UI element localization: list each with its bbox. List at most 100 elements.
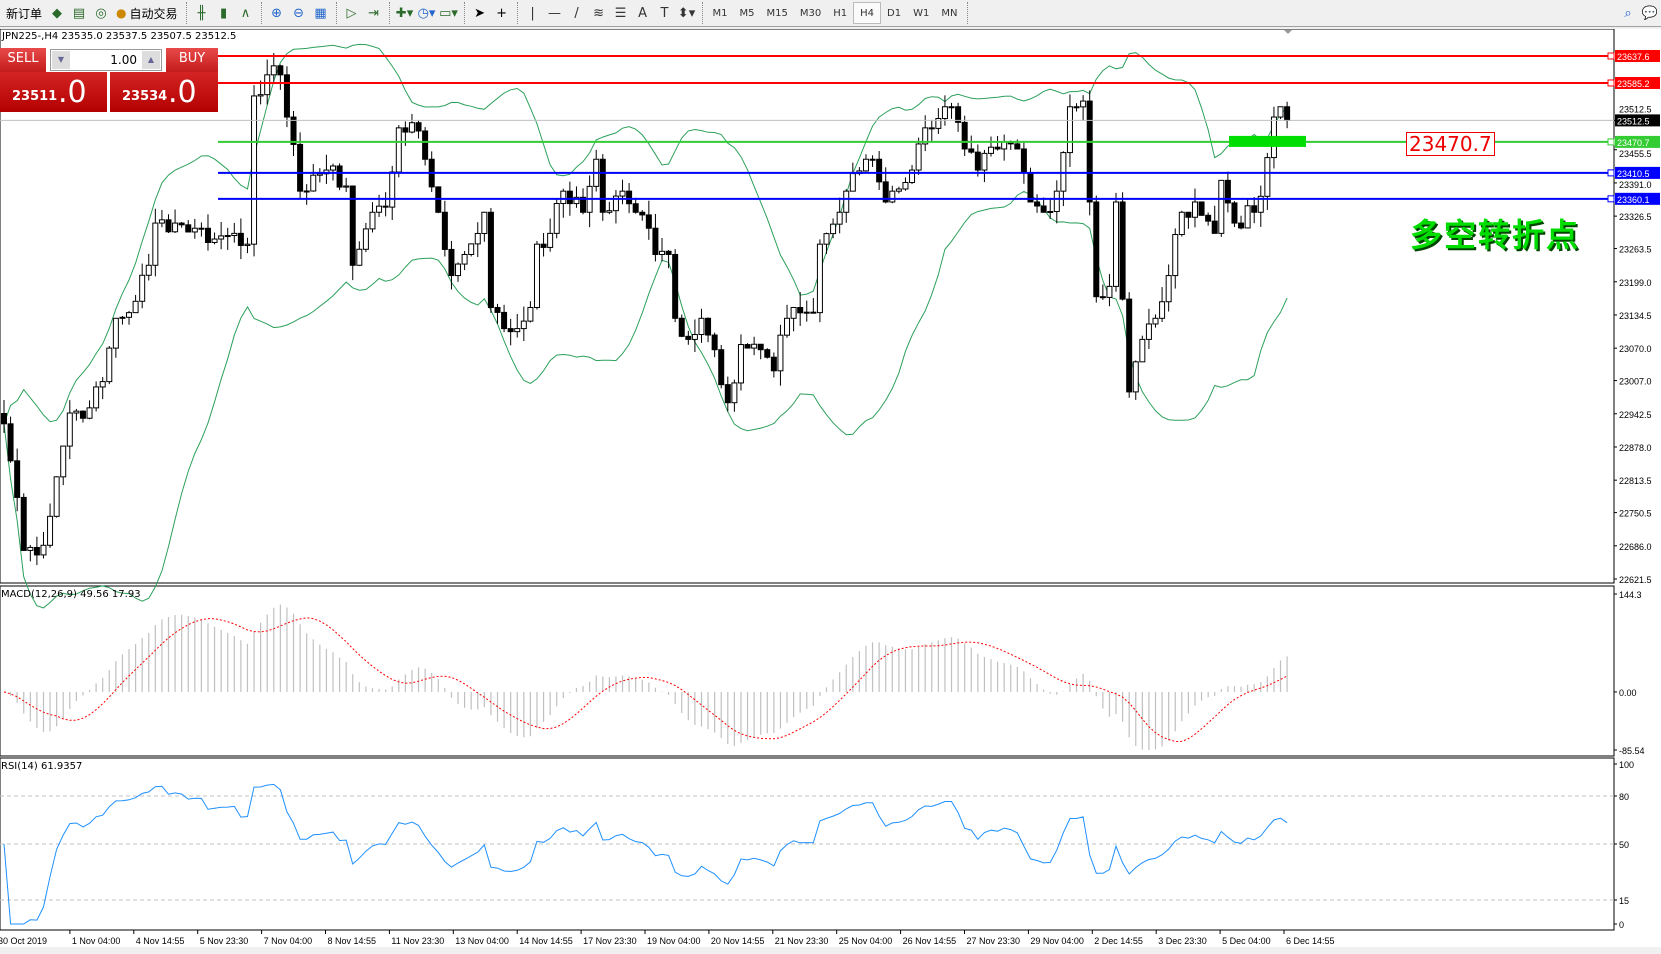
bear-candle	[1093, 201, 1100, 298]
timeframe-m1[interactable]: M1	[712, 7, 728, 19]
bull-candle	[803, 311, 810, 314]
bull-candle	[902, 182, 909, 190]
separator	[185, 2, 187, 24]
arrows-icon[interactable]: ⬍▾	[677, 5, 696, 21]
price-tag-bg	[1615, 135, 1660, 148]
indicators-icon[interactable]: ✚▾	[395, 5, 414, 21]
search-icon[interactable]: ⌕	[1624, 5, 1632, 21]
bear-candle	[1231, 202, 1238, 224]
bear-candle	[507, 328, 514, 333]
volume-input[interactable]: 1.00	[110, 53, 137, 67]
candlestick-icon[interactable]: ▮	[219, 5, 228, 21]
price-axis-label: 23326.5	[1619, 212, 1652, 222]
bear-candle	[1224, 179, 1231, 204]
tile-windows-icon[interactable]: ▦	[314, 5, 327, 21]
bar-chart-icon[interactable]: ╫	[197, 5, 206, 21]
bear-candle	[7, 423, 14, 462]
periods-icon[interactable]: ◷▾	[417, 5, 436, 21]
text-icon[interactable]: A	[638, 5, 647, 21]
bear-candle	[1251, 205, 1258, 213]
text-label-icon[interactable]: T	[660, 5, 669, 21]
buy-button[interactable]: BUY	[166, 48, 218, 72]
bull-candle	[1047, 211, 1054, 214]
price-tag-bg	[1615, 50, 1660, 62]
bull-candle	[514, 328, 521, 333]
separator	[388, 2, 390, 24]
bull-candle	[691, 334, 698, 340]
bull-candle	[27, 546, 34, 551]
time-axis-label: 6 Dec 14:55	[1286, 936, 1335, 946]
bull-candle	[1277, 106, 1284, 118]
price-tag-bg	[1615, 192, 1660, 205]
chart-window[interactable]: 23512.5 23455.5 23391.0 23326.5 23263.5 23199…	[0, 28, 1661, 947]
chart-shift-icon[interactable]: ⇥	[368, 5, 379, 21]
timeframe-mn[interactable]: MN	[941, 7, 958, 19]
chat-icon[interactable]: 💬	[1641, 5, 1659, 21]
price-tag: 23512.5	[1617, 116, 1650, 126]
metaeditor-icon[interactable]: ◆	[52, 5, 63, 21]
bull-candle	[126, 312, 133, 318]
sell-button[interactable]: SELL	[0, 48, 46, 72]
timeframe-h4[interactable]: H4	[853, 2, 882, 24]
bear-candle	[744, 344, 751, 349]
bear-candle	[968, 148, 975, 153]
price-axis-label: 22621.5	[1619, 575, 1652, 585]
zoom-in-icon[interactable]: ⊕	[271, 5, 282, 21]
timeframe-h1[interactable]: H1	[833, 7, 848, 19]
bull-candle	[106, 347, 113, 383]
timeframe-w1[interactable]: W1	[913, 7, 930, 19]
equidistant-channel-icon[interactable]: ≋	[593, 5, 604, 21]
navigator-icon[interactable]: ▤	[72, 5, 86, 21]
bull-candle	[889, 190, 896, 203]
timeframe-m30[interactable]: M30	[799, 7, 822, 19]
price-axis-label: 23007.0	[1619, 377, 1652, 387]
time-axis-label: 17 Nov 23:30	[583, 936, 637, 946]
new-order-button[interactable]: 新订单	[2, 2, 46, 24]
templates-icon[interactable]: ▭▾	[439, 5, 458, 21]
separator	[967, 2, 969, 24]
bear-candle	[79, 410, 86, 419]
crosshair-icon[interactable]: +	[496, 5, 507, 21]
auto-scroll-icon[interactable]: ▷	[346, 5, 357, 21]
bull-candle	[1264, 157, 1271, 197]
line-chart-icon[interactable]: ∧	[240, 5, 251, 21]
chart-canvas[interactable]: 23512.5 23455.5 23391.0 23326.5 23263.5 23199…	[0, 28, 1661, 947]
trendline-icon[interactable]: /	[574, 5, 579, 21]
bear-candle	[1126, 298, 1133, 393]
timeframe-m5[interactable]: M5	[739, 7, 755, 19]
time-axis-label: 1 Nov 04:00	[72, 936, 121, 946]
bull-candle	[86, 407, 93, 419]
fibonacci-icon[interactable]: ☰	[614, 5, 627, 21]
bollinger-upper-band	[3, 43, 1288, 424]
bull-candle	[211, 238, 218, 243]
timeframe-m15[interactable]: M15	[766, 7, 788, 19]
buy-price[interactable]: 23534.0	[110, 72, 218, 112]
time-axis-label: 7 Nov 04:00	[264, 936, 313, 946]
bear-candle	[705, 317, 712, 336]
signals-icon[interactable]: ◎	[95, 5, 107, 21]
bull-candle	[816, 243, 823, 314]
pivot-annotation-text[interactable]: 多空转折点	[1410, 216, 1581, 254]
bear-candle	[198, 227, 205, 230]
time-axis-label: 13 Nov 04:00	[455, 936, 509, 946]
bull-candle	[895, 188, 902, 192]
horizontal-line-icon[interactable]: —	[548, 5, 562, 21]
volume-stepper[interactable]: ▼ 1.00 ▲	[50, 49, 162, 71]
vertical-line-icon[interactable]: |	[530, 5, 535, 21]
auto-trading-button[interactable]: ● 自动交易	[112, 2, 182, 24]
volume-increase-button[interactable]: ▲	[142, 51, 160, 69]
price-axis-label: 23391.0	[1619, 180, 1652, 190]
price-axis-label: 22686.0	[1619, 542, 1652, 552]
macd-signal-line	[3, 617, 1288, 743]
line-handle	[1607, 79, 1615, 87]
pivot-price-label[interactable]: 23470.7	[1406, 132, 1495, 156]
zoom-out-icon[interactable]: ⊖	[293, 5, 304, 21]
volume-decrease-button[interactable]: ▼	[52, 51, 70, 69]
bull-candle	[573, 196, 580, 205]
timeframe-d1[interactable]: D1	[887, 7, 902, 19]
rsi-axis-label: 0	[1619, 920, 1624, 930]
time-axis-label: 3 Dec 23:30	[1158, 936, 1207, 946]
cursor-icon[interactable]: ➤	[474, 5, 485, 21]
auto-trading-icon: ●	[116, 6, 127, 20]
sell-price[interactable]: 23511.0	[0, 72, 107, 112]
